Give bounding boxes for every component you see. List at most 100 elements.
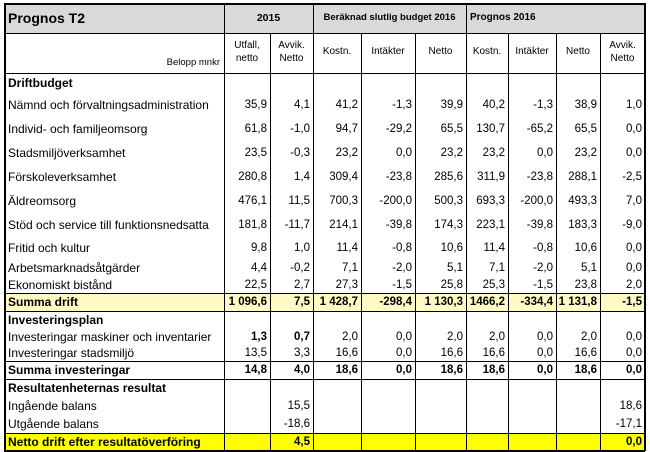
- table-cell: -0,3: [290, 147, 310, 159]
- table-cell: 18,6: [440, 364, 463, 376]
- table-cell: 35,9: [244, 99, 267, 111]
- table-cell: 0,0: [396, 364, 412, 376]
- table-cell: 18,6: [482, 364, 505, 376]
- table-cell: 1466,2: [469, 296, 505, 308]
- row-label: Investeringsplan: [8, 313, 104, 327]
- h-rule: [4, 293, 645, 294]
- h-rule: [4, 3, 645, 5]
- table-cell: 23,2: [574, 147, 597, 159]
- row-label: Summa investeringar: [8, 363, 131, 377]
- table-cell: -200,0: [520, 195, 553, 207]
- table-cell: 2,0: [626, 279, 642, 291]
- table-cell: 0,0: [626, 123, 642, 135]
- group-header-budget-2016: Beräknad slutlig budget 2016: [323, 12, 456, 23]
- column-header: Avvik. Netto: [600, 33, 645, 73]
- table-cell: 38,9: [574, 99, 597, 111]
- v-rule: [600, 33, 601, 451]
- table-cell: 3,3: [294, 347, 310, 359]
- table-cell: 288,1: [568, 171, 597, 183]
- table-cell: -200,0: [379, 195, 412, 207]
- table-cell: 4,4: [251, 262, 267, 274]
- v-rule: [224, 3, 225, 451]
- column-header: Netto: [428, 46, 453, 57]
- table-cell: 4,0: [294, 364, 310, 376]
- table-cell: 11,4: [483, 242, 505, 254]
- table-cell: 0,0: [626, 262, 642, 274]
- row-label: Individ- och familjeomsorg: [8, 122, 148, 136]
- table-cell: 0,0: [396, 347, 412, 359]
- table-cell: 0,0: [396, 147, 412, 159]
- table-cell: 693,3: [476, 195, 505, 207]
- table-cell: -23,8: [385, 171, 412, 183]
- row-label: Netto drift efter resultatöverföring: [8, 435, 201, 449]
- table-cell: 61,8: [244, 123, 267, 135]
- row-label: Nämnd och förvaltningsadministration: [8, 98, 209, 112]
- table-cell: 25,3: [482, 279, 505, 291]
- group-header-prognos-2016: Prognos 2016: [470, 12, 536, 23]
- column-header: Intäkter: [371, 46, 405, 57]
- table-cell: 4,5: [294, 436, 310, 448]
- table-cell: 476,1: [238, 195, 267, 207]
- column-header-line: Netto: [610, 53, 635, 64]
- table-cell: 1,3: [251, 331, 267, 343]
- table-cell: 65,5: [574, 123, 597, 135]
- table-cell: 23,5: [244, 147, 267, 159]
- v-rule: [508, 33, 509, 451]
- table-cell: 7,0: [626, 195, 642, 207]
- row-label: Äldreomsorg: [8, 194, 77, 208]
- table-cell: 0,0: [537, 331, 553, 343]
- table-cell: 7,5: [294, 296, 310, 308]
- v-rule: [4, 3, 6, 451]
- table-cell: 181,8: [238, 219, 267, 231]
- row-label: Resultatenheternas resultat: [8, 381, 167, 395]
- table-cell: -0,8: [533, 242, 553, 254]
- row-highlight: [4, 293, 645, 311]
- table-cell: -0,2: [290, 262, 310, 274]
- column-header-line: Avvik.: [278, 40, 305, 51]
- table-cell: 311,9: [477, 171, 505, 183]
- row-label: Investeringar stadsmiljö: [8, 346, 135, 360]
- table-cell: 0,7: [294, 331, 310, 343]
- table-cell: 18,6: [619, 400, 642, 412]
- table-cell: 23,8: [574, 279, 597, 291]
- row-label: Utgående balans: [8, 417, 99, 431]
- table-cell: 0,0: [537, 147, 553, 159]
- row-label: Arbetsmarknadsåtgärder: [8, 261, 141, 275]
- row-label: Investeringar maskiner och inventarier: [8, 330, 212, 344]
- table-cell: 1 428,7: [319, 296, 358, 308]
- table-cell: 493,3: [568, 195, 597, 207]
- table-cell: 1 130,3: [424, 296, 463, 308]
- table-cell: 500,3: [434, 195, 463, 207]
- table-cell: 700,3: [329, 195, 358, 207]
- column-header-line: netto: [235, 53, 259, 64]
- table-cell: 183,3: [568, 219, 597, 231]
- table-cell: -2,0: [533, 262, 553, 274]
- row-label: Stöd och service till funktionsnedsatta: [8, 218, 209, 232]
- column-header: Avvik. Netto: [270, 33, 313, 73]
- table-cell: -18,6: [283, 418, 310, 430]
- row-label: Fritid och kultur: [8, 241, 91, 255]
- table-cell: 23,2: [482, 147, 505, 159]
- unit-label: Belopp mnkr: [166, 57, 220, 68]
- table-cell: 0,0: [626, 347, 642, 359]
- table-cell: 285,6: [434, 171, 463, 183]
- table-cell: 1,4: [294, 171, 310, 183]
- table-cell: 10,6: [574, 242, 597, 254]
- table-cell: -298,4: [379, 296, 412, 308]
- table-cell: 223,1: [476, 219, 505, 231]
- table-cell: 18,6: [574, 364, 597, 376]
- column-header: Kostn.: [322, 46, 352, 57]
- table-cell: 174,3: [434, 219, 463, 231]
- table-cell: 1 096,6: [228, 296, 267, 308]
- table-cell: -334,4: [520, 296, 553, 308]
- table-cell: 23,2: [440, 147, 463, 159]
- table-cell: 25,8: [440, 279, 463, 291]
- h-rule: [4, 361, 645, 362]
- h-rule: [4, 379, 645, 380]
- header-band: [4, 3, 645, 33]
- table-cell: 2,0: [342, 331, 358, 343]
- table-cell: 11,4: [336, 242, 358, 254]
- table-cell: 2,0: [447, 331, 463, 343]
- v-rule: [466, 3, 467, 451]
- table-cell: 27,3: [335, 279, 358, 291]
